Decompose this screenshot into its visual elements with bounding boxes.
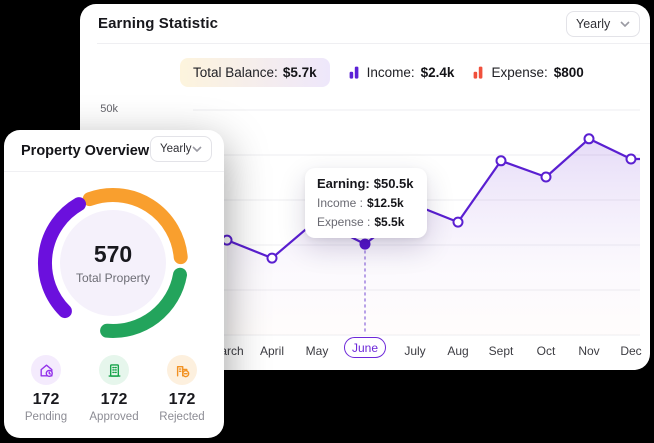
total-balance-label: Total Balance:	[193, 65, 278, 80]
approved-count: 172	[100, 391, 128, 408]
expense-legend: Expense: $800	[473, 65, 584, 80]
income-bars-icon	[349, 66, 361, 79]
donut-segment-pending	[37, 197, 86, 319]
income-label: Income:	[366, 65, 415, 80]
chevron-down-icon	[192, 146, 202, 152]
month-label-dec: Dec	[620, 344, 642, 358]
month-label-oct: Oct	[536, 344, 556, 358]
month-label-july: July	[404, 344, 426, 358]
data-point-april	[266, 252, 278, 264]
property-card-title: Property Overview	[21, 143, 150, 159]
pending-count: 172	[32, 391, 60, 408]
building-minus-icon	[167, 355, 197, 385]
data-point-dec	[625, 153, 637, 165]
property-overview-card: Property Overview Yearly 570 Total Prope…	[4, 130, 224, 438]
property-stat-approved: 172 Approved	[81, 355, 147, 423]
donut-segment-rejected	[82, 188, 188, 265]
y-axis-tick-50k: 50k	[100, 103, 118, 115]
selected-data-point-june[interactable]	[359, 238, 371, 250]
expense-bars-icon	[473, 66, 485, 79]
area-fill	[227, 138, 640, 335]
data-point-oct	[540, 171, 552, 183]
house-clock-icon	[31, 355, 61, 385]
earning-summary-row: Total Balance: $5.7k Income: $2.4k Expen…	[180, 58, 584, 87]
tooltip-income-row: Income : $12.5k	[317, 196, 404, 210]
building-icon	[99, 355, 129, 385]
data-point-nov	[583, 133, 595, 145]
income-value: $2.4k	[420, 65, 455, 80]
month-label-sept: Sept	[488, 344, 514, 358]
month-label-may: May	[305, 344, 329, 358]
approved-label: Approved	[89, 411, 139, 423]
month-label-nov: Nov	[578, 344, 600, 358]
expense-label: Expense:	[491, 65, 548, 80]
property-donut-chart: 570 Total Property	[33, 183, 193, 343]
tooltip-expense-row: Expense : $5.5k	[317, 215, 405, 229]
month-label-april: April	[259, 344, 284, 358]
month-label-aug: Aug	[447, 344, 469, 358]
property-header-divider	[4, 171, 224, 172]
rejected-label: Rejected	[159, 411, 205, 423]
tooltip-earning-row: Earning: $50.5k	[317, 176, 414, 191]
donut-svg	[37, 188, 188, 338]
donut-segment-approved	[100, 267, 187, 338]
earning-period-dropdown[interactable]: Yearly	[566, 11, 640, 37]
expense-value: $800	[553, 65, 584, 80]
pending-label: Pending	[24, 411, 68, 423]
earning-card-title: Earning Statistic	[98, 15, 219, 32]
total-balance-value: $5.7k	[282, 65, 317, 80]
property-period-value: Yearly	[160, 143, 192, 155]
property-period-dropdown[interactable]: Yearly	[150, 136, 212, 162]
rejected-count: 172	[168, 391, 196, 408]
property-stat-rejected: 172 Rejected	[149, 355, 215, 423]
data-point-sept	[495, 155, 507, 167]
property-stat-pending: 172 Pending	[13, 355, 79, 423]
data-point-aug	[452, 216, 464, 228]
property-stats-row: 172 Pending 172 Approved	[4, 355, 224, 423]
earning-line-chart	[193, 109, 640, 336]
donut-inner-circle	[60, 210, 166, 316]
chart-tooltip: Earning: $50.5k Income : $12.5k Expense …	[305, 168, 427, 238]
income-legend: Income: $2.4k	[349, 65, 455, 80]
earning-period-value: Yearly	[576, 17, 611, 31]
chevron-down-icon	[620, 21, 630, 27]
total-balance-badge: Total Balance: $5.7k	[180, 58, 330, 87]
header-divider	[97, 43, 650, 44]
selected-month-pill[interactable]: June	[344, 337, 386, 358]
